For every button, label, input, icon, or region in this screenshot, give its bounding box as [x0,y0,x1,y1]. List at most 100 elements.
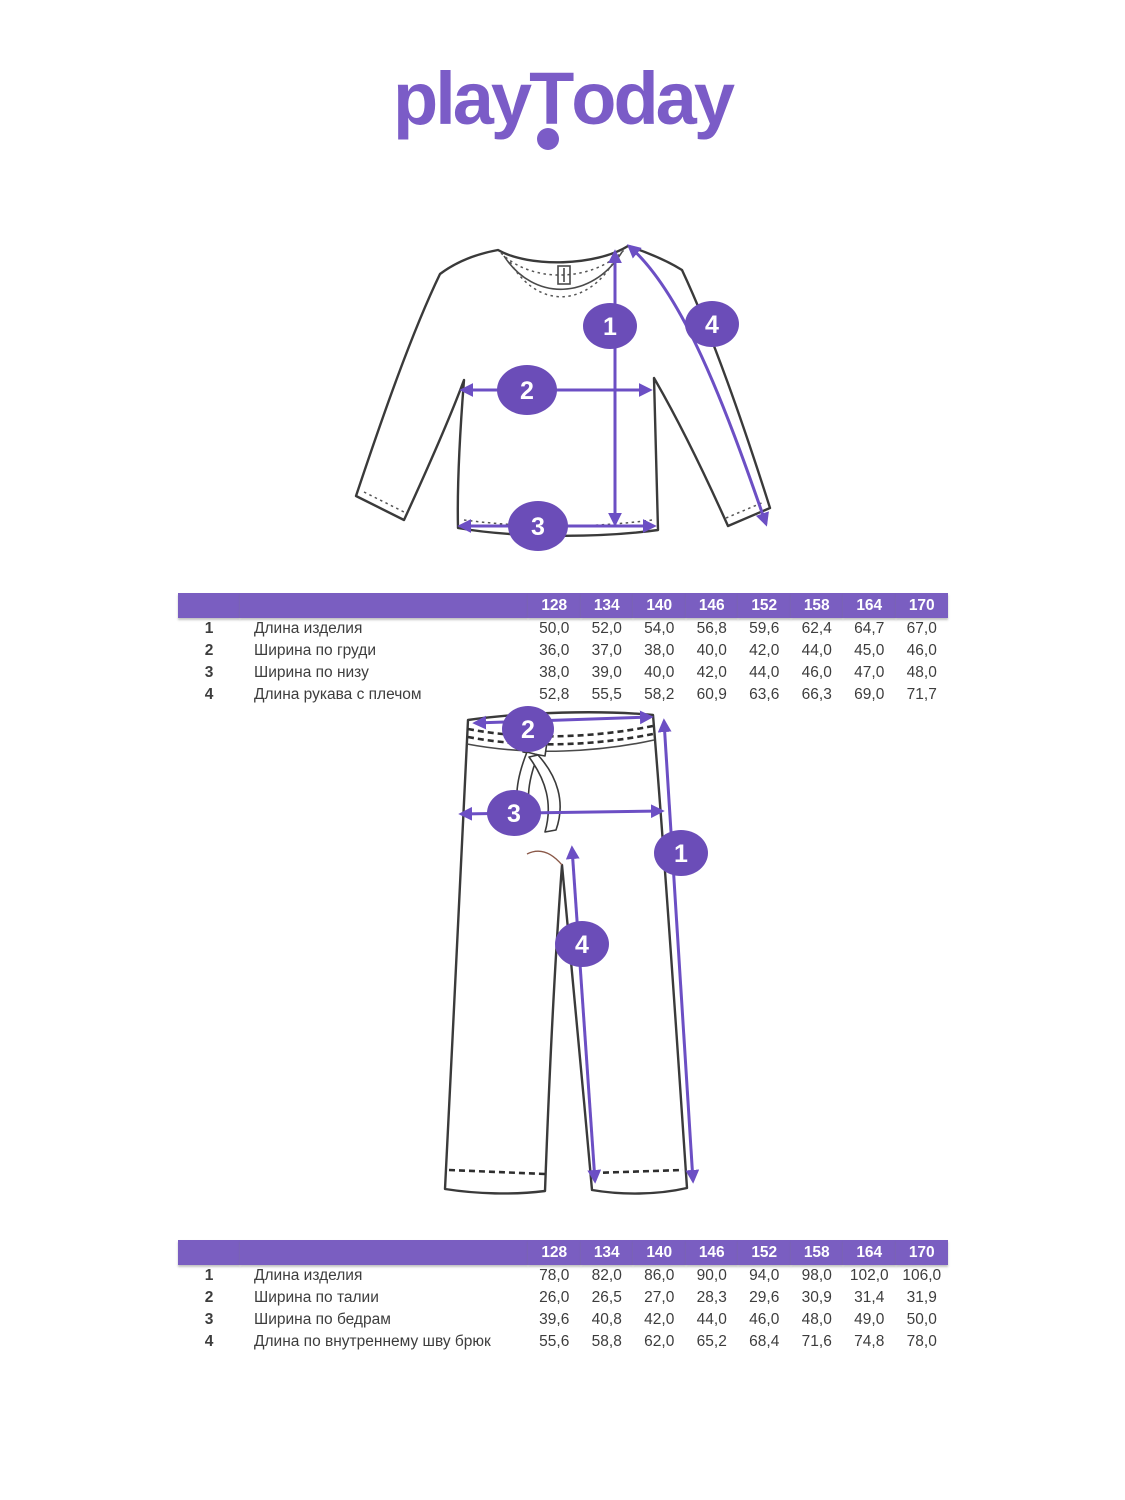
cell: 78,0 [906,1333,937,1350]
row-number: 1 [204,1267,214,1284]
logo-dot-icon [537,128,560,150]
cell: 47,0 [854,664,885,681]
cell: 98,0 [801,1267,832,1284]
cell: 42,0 [644,1311,675,1328]
measure-arrow-length [657,718,700,1184]
cell: 58,8 [591,1333,622,1350]
cell: 94,0 [749,1267,780,1284]
cell: 40,0 [696,642,727,659]
cell: 58,2 [644,686,675,703]
row-number: 2 [204,642,214,659]
header-spacer [178,1240,240,1265]
table-row: 4 Длина рукава с плечом 52,8 55,5 58,2 6… [178,684,948,706]
measure-arrow-inseam [565,845,602,1184]
cell: 39,0 [591,664,622,681]
size-col-header: 164 [843,1240,896,1265]
table-row: 2 Ширина по груди 36,0 37,0 38,0 40,0 42… [178,640,948,662]
brand-logo: playT oday [0,62,1125,150]
logo-text-after: oday [571,57,735,140]
cell: 40,8 [591,1311,622,1328]
top-size-table: 128 134 140 146 152 158 164 170 1 Длина … [178,593,948,706]
logo-letter-t: T [529,62,574,150]
callout-1-number: 1 [674,840,688,868]
cell: 59,6 [749,620,780,637]
cell: 54,0 [644,620,675,637]
row-label: Длина изделия [254,1267,363,1284]
cell: 74,8 [854,1333,885,1350]
row-label: Ширина по бедрам [254,1311,391,1328]
header-spacer [240,593,528,618]
cell: 42,0 [696,664,727,681]
callout-2-badge [497,365,557,415]
callout-3-number: 3 [507,800,521,828]
cell: 82,0 [591,1267,622,1284]
cell: 38,0 [644,642,675,659]
size-col-header: 170 [895,593,948,618]
table-row: 2 Ширина по талии 26,0 26,5 27,0 28,3 29… [178,1287,948,1309]
cell: 46,0 [801,664,832,681]
size-col-header: 152 [738,1240,791,1265]
callout-3-number: 3 [531,513,545,541]
cell: 71,6 [801,1333,832,1350]
cell: 52,8 [539,686,570,703]
cell: 28,3 [696,1289,727,1306]
cell: 66,3 [801,686,832,703]
size-header-row: 128 134 140 146 152 158 164 170 [178,593,948,618]
callout-4-badge [685,301,739,347]
logo-text-before: play [393,57,532,140]
size-col-header: 134 [580,593,633,618]
size-col-header: 140 [633,1240,686,1265]
callout-2-number: 2 [520,377,534,405]
callout-4-badge [555,921,609,967]
cell: 38,0 [539,664,570,681]
row-number: 3 [204,1311,214,1328]
cell: 64,7 [854,620,885,637]
cell: 49,0 [854,1311,885,1328]
cell: 37,0 [591,642,622,659]
cell: 55,6 [539,1333,570,1350]
size-col-header: 152 [738,593,791,618]
cell: 56,8 [696,620,727,637]
header-spacer [240,1240,528,1265]
row-label: Длина изделия [254,620,363,637]
size-col-header: 146 [685,1240,738,1265]
size-header-row: 128 134 140 146 152 158 164 170 [178,1240,948,1265]
cell: 31,9 [906,1289,937,1306]
cell: 44,0 [749,664,780,681]
callout-1-number: 1 [603,313,617,341]
cell: 30,9 [801,1289,832,1306]
size-col-header: 140 [633,593,686,618]
cell: 69,0 [854,686,885,703]
cell: 48,0 [801,1311,832,1328]
cell: 52,0 [591,620,622,637]
table-row: 3 Ширина по низу 38,0 39,0 40,0 42,0 44,… [178,662,948,684]
cell: 106,0 [902,1267,942,1284]
cell: 60,9 [696,686,727,703]
cell: 50,0 [539,620,570,637]
row-label: Ширина по груди [254,642,376,659]
callout-1-badge [654,830,708,876]
pants-garment-diagram: 2 3 1 4 [443,706,708,1195]
callout-2-badge [502,706,554,752]
cell: 78,0 [539,1267,570,1284]
cell: 55,5 [591,686,622,703]
size-col-header: 128 [528,1240,581,1265]
size-col-header: 146 [685,593,738,618]
cell: 50,0 [906,1311,937,1328]
table-row: 3 Ширина по бедрам 39,6 40,8 42,0 44,0 4… [178,1309,948,1331]
shirt-callouts: 1 2 3 4 [497,301,739,551]
cell: 44,0 [801,642,832,659]
cell: 31,4 [854,1289,885,1306]
cell: 102,0 [849,1267,889,1284]
cell: 63,6 [749,686,780,703]
cell: 45,0 [854,642,885,659]
table-row: 1 Длина изделия 78,0 82,0 86,0 90,0 94,0… [178,1265,948,1287]
cell: 48,0 [906,664,937,681]
table-row: 4 Длина по внутреннему шву брюк 55,6 58,… [178,1331,948,1353]
callout-4-number: 4 [705,311,719,339]
cell: 44,0 [696,1311,727,1328]
cell: 71,7 [906,686,937,703]
callout-3-badge [508,501,568,551]
size-col-header: 128 [528,593,581,618]
